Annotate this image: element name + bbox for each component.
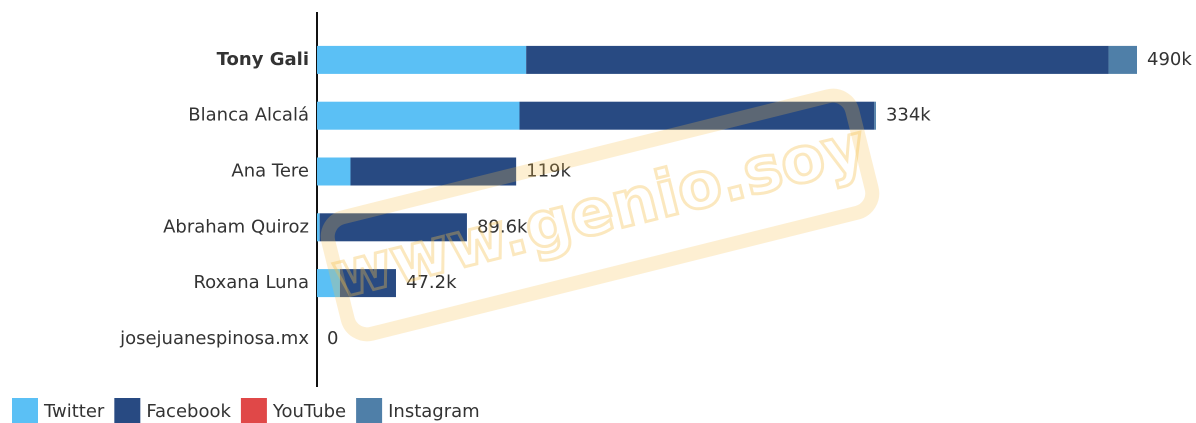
bar-segment bbox=[526, 45, 1109, 74]
category-label: Tony Gali bbox=[217, 49, 309, 70]
bar-segment bbox=[519, 101, 875, 130]
bar-segment bbox=[317, 269, 340, 298]
legend-label: Instagram bbox=[388, 401, 480, 422]
category-label: Roxana Luna bbox=[193, 272, 309, 293]
category-label: Abraham Quiroz bbox=[163, 216, 309, 237]
bar-segment bbox=[317, 45, 527, 74]
legend-swatch bbox=[356, 398, 383, 423]
legend-label: Facebook bbox=[146, 401, 231, 422]
category-label: Ana Tere bbox=[231, 161, 309, 182]
total-label: 490k bbox=[1147, 49, 1192, 70]
bar-segment bbox=[339, 269, 396, 298]
watermark-frame bbox=[320, 88, 880, 342]
bar-segment bbox=[317, 213, 320, 242]
total-label: 334k bbox=[886, 105, 931, 126]
category-label: Blanca Alcalá bbox=[188, 105, 309, 126]
total-label: 89.6k bbox=[477, 216, 528, 237]
bar-segment bbox=[319, 213, 467, 242]
legend-label: Twitter bbox=[43, 401, 105, 422]
legend-swatch bbox=[114, 398, 141, 423]
bar-segment bbox=[317, 101, 520, 130]
bar-segment bbox=[874, 101, 876, 130]
legend-swatch bbox=[240, 398, 267, 423]
legend-label: YouTube bbox=[272, 401, 346, 422]
legend-swatch bbox=[12, 398, 38, 423]
total-label: 47.2k bbox=[406, 272, 457, 293]
bar-segment bbox=[317, 157, 351, 186]
category-label: josejuanespinosa.mx bbox=[119, 328, 309, 349]
bar-segment bbox=[1108, 45, 1137, 74]
bar-segment bbox=[350, 157, 517, 186]
total-label: 0 bbox=[327, 328, 338, 349]
total-label: 119k bbox=[526, 161, 571, 182]
